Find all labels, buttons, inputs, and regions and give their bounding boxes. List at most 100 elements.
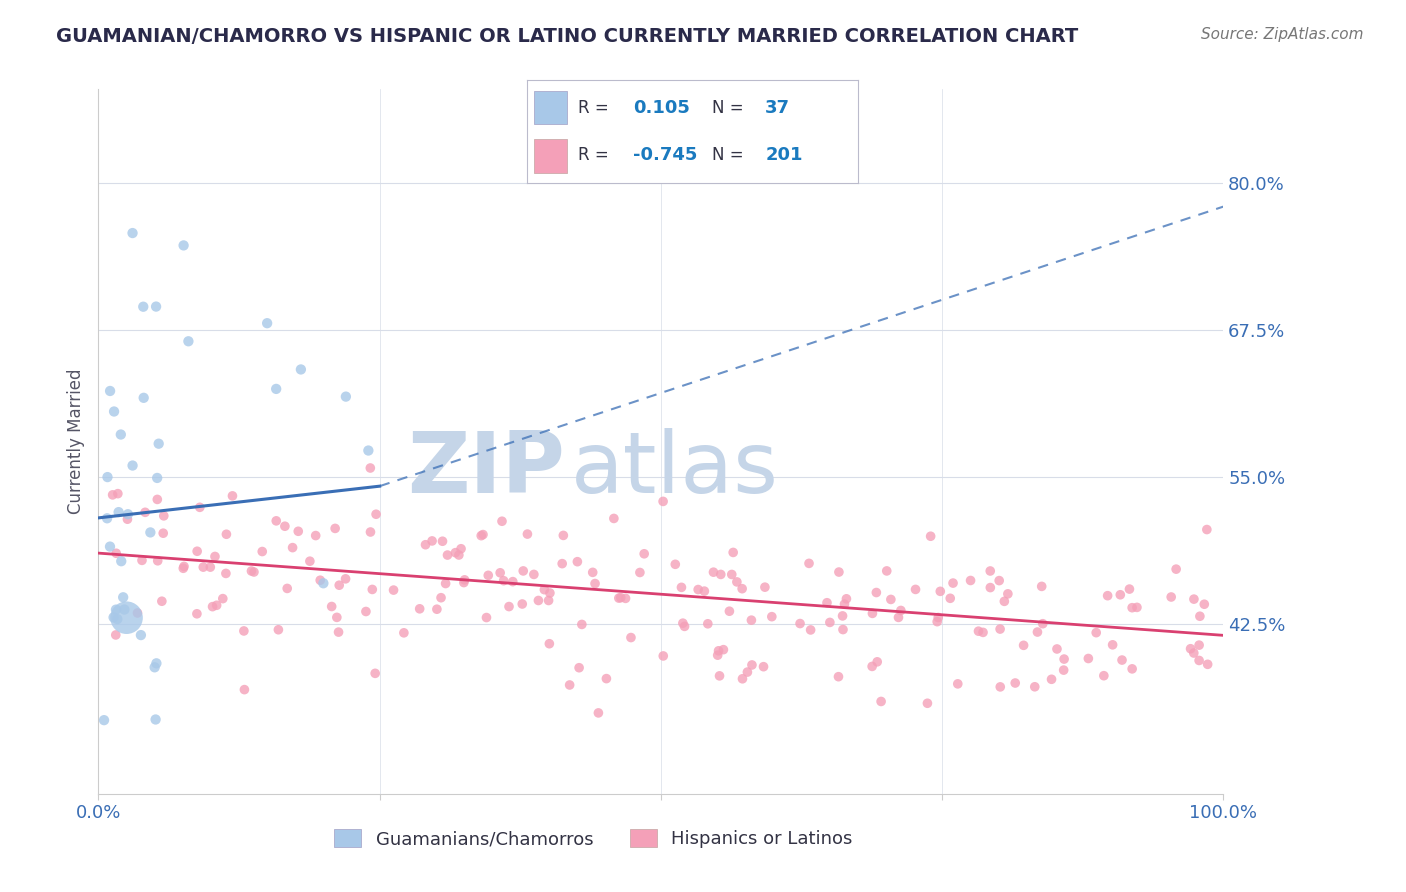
Point xyxy=(152,508,174,523)
Point xyxy=(568,661,591,675)
Point xyxy=(193,560,215,574)
Point xyxy=(553,528,575,542)
Y-axis label: Currently Married: Currently Married xyxy=(66,368,84,515)
Text: N =: N = xyxy=(713,99,749,117)
Point xyxy=(152,526,174,541)
Point xyxy=(281,541,304,555)
Point xyxy=(264,382,287,396)
Point xyxy=(1160,590,1182,604)
Point xyxy=(1109,588,1132,602)
Point xyxy=(688,582,710,597)
Point xyxy=(145,657,167,671)
Point xyxy=(1182,646,1205,660)
Point xyxy=(1194,597,1216,611)
Point xyxy=(252,544,274,558)
Text: -0.745: -0.745 xyxy=(633,146,697,164)
Text: 0.105: 0.105 xyxy=(633,99,690,117)
Point xyxy=(430,591,453,605)
Point xyxy=(516,527,538,541)
Point xyxy=(1195,523,1218,537)
Point xyxy=(96,470,118,484)
Point xyxy=(551,557,574,571)
Text: R =: R = xyxy=(578,146,614,164)
Point xyxy=(305,528,328,542)
Point xyxy=(628,566,651,580)
Point xyxy=(103,610,125,624)
Point xyxy=(527,593,550,607)
Bar xyxy=(534,91,567,124)
Point xyxy=(731,672,754,686)
Bar xyxy=(534,139,567,173)
Point xyxy=(200,560,222,574)
Point xyxy=(707,644,730,658)
Point xyxy=(243,565,266,579)
Point xyxy=(1012,638,1035,652)
Point xyxy=(967,624,990,639)
Point xyxy=(143,660,166,674)
Point xyxy=(354,605,377,619)
Text: 37: 37 xyxy=(765,99,790,117)
Point xyxy=(752,659,775,673)
Point xyxy=(96,511,118,525)
Point xyxy=(420,533,443,548)
Point xyxy=(150,594,173,608)
Point xyxy=(489,566,512,580)
Point xyxy=(571,617,593,632)
Point xyxy=(835,591,858,606)
Point xyxy=(1026,625,1049,640)
Point xyxy=(186,607,208,621)
Point xyxy=(538,586,561,600)
Point xyxy=(595,672,617,686)
Point xyxy=(124,836,146,850)
Point xyxy=(287,524,309,539)
Point xyxy=(740,613,762,627)
Point xyxy=(132,391,155,405)
Point xyxy=(107,505,129,519)
Point xyxy=(510,597,533,611)
Point xyxy=(117,512,139,526)
Point xyxy=(309,573,332,587)
Point xyxy=(1166,562,1188,576)
Point xyxy=(1077,651,1099,665)
Point xyxy=(145,300,167,314)
Point xyxy=(146,492,169,507)
Point xyxy=(815,596,838,610)
Point xyxy=(328,625,350,640)
Point xyxy=(470,529,492,543)
Point xyxy=(361,582,384,597)
Point xyxy=(603,511,626,525)
Point xyxy=(558,678,581,692)
Point xyxy=(132,300,155,314)
Point xyxy=(673,619,696,633)
Point xyxy=(706,648,728,663)
Point xyxy=(713,642,735,657)
Point xyxy=(927,610,949,624)
Point xyxy=(725,574,748,589)
Point xyxy=(444,546,467,560)
Point xyxy=(939,591,962,606)
Point xyxy=(693,584,716,599)
Text: Source: ZipAtlas.com: Source: ZipAtlas.com xyxy=(1201,27,1364,42)
Point xyxy=(115,611,138,625)
Point xyxy=(800,623,823,637)
Point xyxy=(818,615,841,630)
Point xyxy=(146,471,169,485)
Point xyxy=(834,597,856,611)
Point xyxy=(721,545,744,559)
Point xyxy=(1121,662,1143,676)
Point xyxy=(232,624,254,638)
Point xyxy=(172,561,194,575)
Point xyxy=(538,637,561,651)
Point xyxy=(117,507,139,521)
Point xyxy=(979,581,1001,595)
Point xyxy=(104,628,127,642)
Point xyxy=(710,567,733,582)
Point xyxy=(1092,669,1115,683)
Point xyxy=(988,622,1011,636)
Point xyxy=(364,507,387,521)
Point xyxy=(702,565,724,579)
Point xyxy=(110,427,132,442)
Point xyxy=(1053,663,1076,677)
Point xyxy=(1031,579,1053,593)
Point xyxy=(709,669,731,683)
